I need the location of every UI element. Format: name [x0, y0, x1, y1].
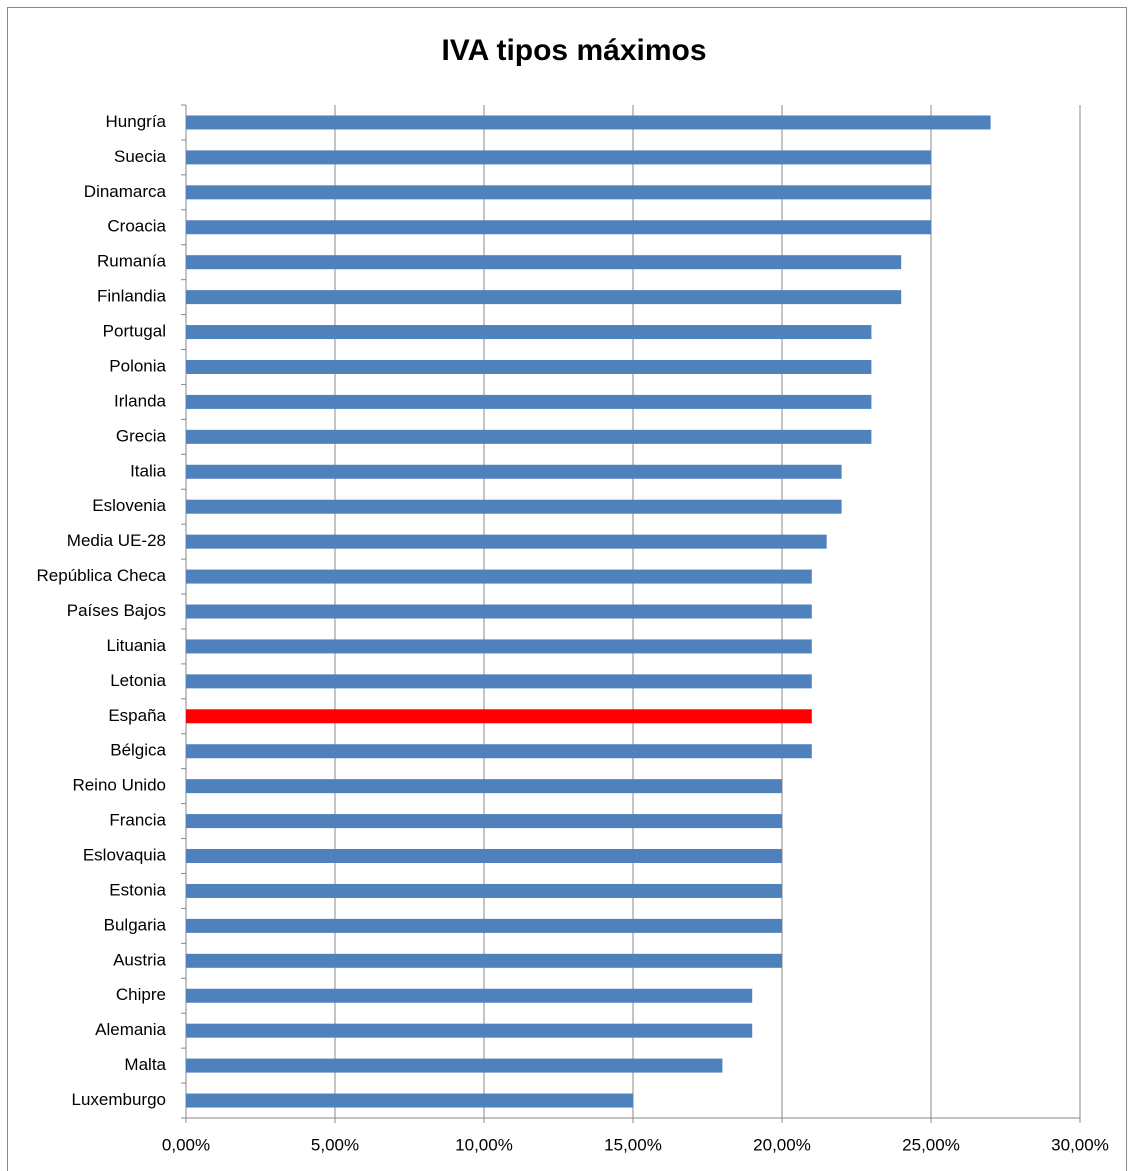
y-tick-label: Luxemburgo	[71, 1090, 166, 1109]
y-tick-label: Eslovenia	[92, 496, 166, 515]
y-tick-label: Portugal	[103, 322, 166, 341]
bar	[186, 220, 931, 235]
bar	[186, 185, 931, 200]
y-tick-label: República Checa	[37, 566, 167, 585]
y-tick-label: Finlandia	[97, 287, 167, 306]
bar	[186, 569, 812, 584]
bar	[186, 604, 812, 619]
bar	[186, 988, 753, 1003]
y-tick-label: Suecia	[114, 147, 167, 166]
bar	[186, 1093, 633, 1108]
y-tick-label: Media UE-28	[67, 531, 166, 550]
y-tick-label: Chipre	[116, 985, 166, 1004]
bar	[186, 918, 782, 933]
bar	[186, 394, 872, 409]
bar	[186, 325, 872, 340]
y-tick-label: Italia	[130, 461, 166, 480]
y-tick-label: Lituania	[106, 636, 166, 655]
bar	[186, 849, 782, 864]
y-tick-label: Francia	[109, 811, 166, 830]
bar	[186, 1023, 753, 1038]
x-tick-label: 0,00%	[162, 1135, 210, 1154]
x-tick-label: 10,00%	[455, 1135, 513, 1154]
x-tick-label: 25,00%	[902, 1135, 960, 1154]
bar	[186, 429, 872, 444]
y-tick-label: Dinamarca	[84, 182, 167, 201]
y-tick-label: Letonia	[110, 671, 166, 690]
x-tick-label: 30,00%	[1051, 1135, 1109, 1154]
bar	[186, 150, 931, 165]
x-tick-label: 15,00%	[604, 1135, 662, 1154]
y-tick-label: Irlanda	[114, 391, 167, 410]
bar	[186, 709, 812, 724]
bar	[186, 499, 842, 514]
y-tick-label: Malta	[124, 1055, 166, 1074]
x-tick-label: 20,00%	[753, 1135, 811, 1154]
bar	[186, 639, 812, 654]
y-tick-label: Grecia	[116, 426, 167, 445]
y-tick-label: Bélgica	[110, 741, 166, 760]
y-tick-label: Alemania	[95, 1020, 166, 1039]
bar	[186, 814, 782, 829]
bar	[186, 255, 902, 270]
y-tick-label: Austria	[113, 950, 166, 969]
bar	[186, 1058, 723, 1073]
bar	[186, 290, 902, 305]
y-tick-label: España	[108, 706, 166, 725]
bar	[186, 534, 827, 549]
y-tick-label: Polonia	[109, 356, 166, 375]
bar	[186, 779, 782, 794]
bar	[186, 674, 812, 689]
y-tick-label: Rumanía	[97, 252, 167, 271]
chart-border	[7, 7, 1127, 1171]
y-tick-label: Hungría	[106, 112, 167, 131]
y-tick-label: Reino Unido	[72, 776, 166, 795]
y-tick-label: Bulgaria	[104, 915, 167, 934]
y-tick-label: Países Bajos	[67, 601, 166, 620]
y-tick-label: Estonia	[109, 880, 166, 899]
y-tick-label: Eslovaquia	[83, 846, 167, 865]
bar	[186, 464, 842, 479]
bar	[186, 359, 872, 374]
x-tick-label: 5,00%	[311, 1135, 359, 1154]
y-tick-label: Croacia	[107, 217, 166, 236]
bar	[186, 953, 782, 968]
bar	[186, 744, 812, 759]
bar	[186, 115, 991, 130]
bar	[186, 883, 782, 898]
chart-title: IVA tipos máximos	[441, 34, 706, 67]
